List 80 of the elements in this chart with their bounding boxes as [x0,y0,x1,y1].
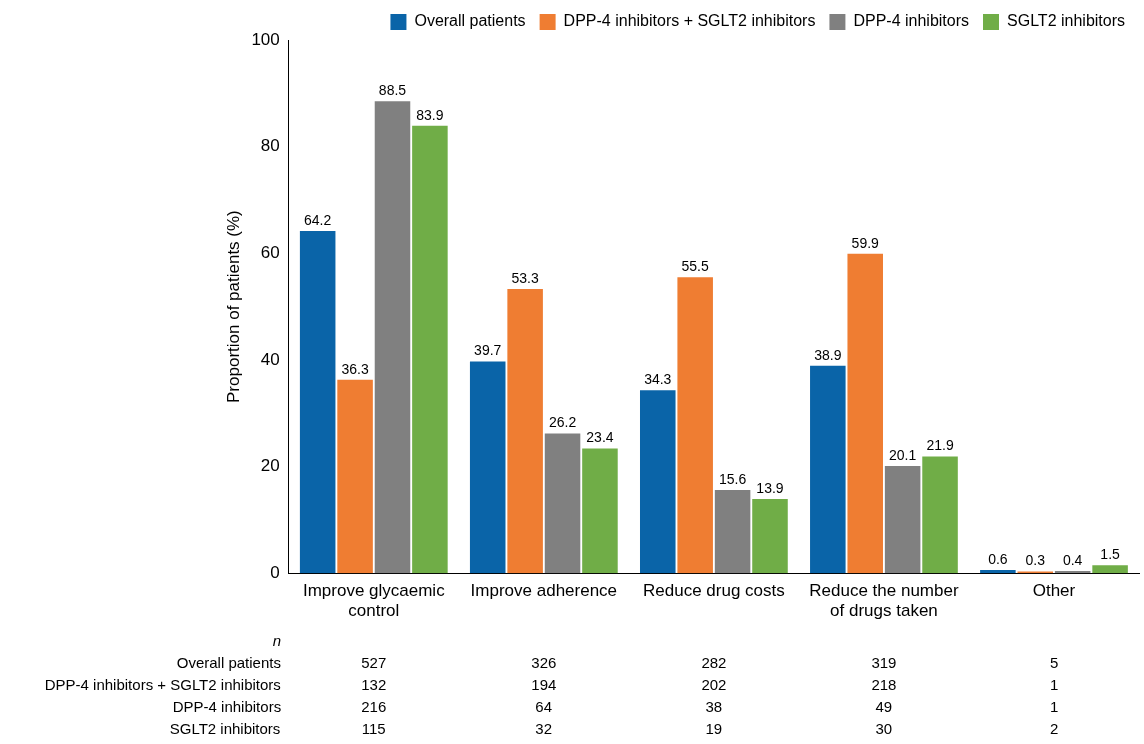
bar [1092,565,1128,574]
bar [714,490,751,574]
y-tick-label: 100 [251,29,280,49]
data-label: 88.5 [378,82,407,99]
y-tick-label: 40 [260,349,280,369]
x-tick-label: Improve glycaemic control [302,581,446,621]
text: 2 [1049,720,1059,737]
data-label: 55.5 [681,258,710,275]
data-label: 53.3 [511,269,539,286]
text: 49 [875,698,893,715]
data-label: 15.6 [718,470,747,487]
bar [582,448,618,574]
data-label: 20.1 [889,446,917,463]
bar [1054,571,1091,574]
text: 218 [871,676,897,693]
bar [677,277,713,574]
bar [374,101,411,574]
text: 132 [361,676,387,693]
bar [299,230,336,574]
text: DPP-4 inhibitors + SGLT2 inhibitors [44,676,281,693]
data-label: 34.3 [644,371,672,388]
text: 202 [701,676,727,693]
data-label: 39.7 [474,342,502,359]
data-label: 23.4 [586,429,614,446]
data-label: 1.5 [1100,546,1121,563]
bar [980,570,1016,574]
text: 19 [705,720,723,737]
bar [544,433,581,574]
text: 216 [361,698,387,715]
bar [640,390,676,574]
text: 32 [535,720,553,737]
y-tick-label: 20 [260,456,280,476]
bar [810,365,846,574]
data-label: 38.9 [814,346,842,363]
x-tick-label: Reduce drug costs [643,581,785,601]
legend-label: SGLT2 inhibitors [1007,12,1126,30]
text: 282 [701,654,727,671]
y-axis-title: Proportion of patients (%) [223,210,243,403]
text: 1 [1049,676,1059,693]
data-label: 26.2 [548,414,577,431]
x-tick-label: Reduce the number of drugs taken [809,581,959,621]
bar [507,289,543,574]
data-label: 21.9 [926,437,954,454]
text: Overall patients [176,654,281,671]
text: n [272,632,282,649]
data-label: 36.3 [341,360,369,377]
text: 194 [531,676,557,693]
bar [922,456,958,574]
text: 30 [875,720,893,737]
text: 5 [1049,654,1059,671]
bar [412,125,448,574]
data-label: 0.6 [988,550,1008,567]
text: 527 [361,654,387,671]
data-label: 59.9 [851,234,880,251]
x-tick-label: Improve adherence [470,581,618,601]
text: DPP-4 inhibitors [172,698,282,715]
y-tick-label: 0 [270,562,280,582]
text: 38 [705,698,723,715]
data-label: 0.4 [1062,551,1083,568]
text: 326 [531,654,557,671]
text: 319 [871,654,897,671]
text: 115 [361,720,386,737]
x-tick-label: Other [1032,581,1076,601]
bar [752,499,788,574]
data-label: 64.2 [304,211,332,228]
text: 1 [1049,698,1059,715]
legend-label: DPP-4 inhibitors + SGLT2 inhibitors [563,12,816,30]
bar [884,466,921,574]
legend-label: DPP-4 inhibitors [853,12,970,30]
text: 64 [535,698,553,715]
bar [337,379,373,574]
data-label: 13.9 [756,479,784,496]
y-tick-label: 80 [260,136,280,156]
bar [469,361,506,574]
data-label: 0.3 [1025,552,1046,569]
text: SGLT2 inhibitors [169,720,281,737]
legend-label: Overall patients [414,12,526,30]
y-tick-label: 60 [260,242,280,262]
bar [847,253,883,574]
data-label: 83.9 [416,106,444,123]
